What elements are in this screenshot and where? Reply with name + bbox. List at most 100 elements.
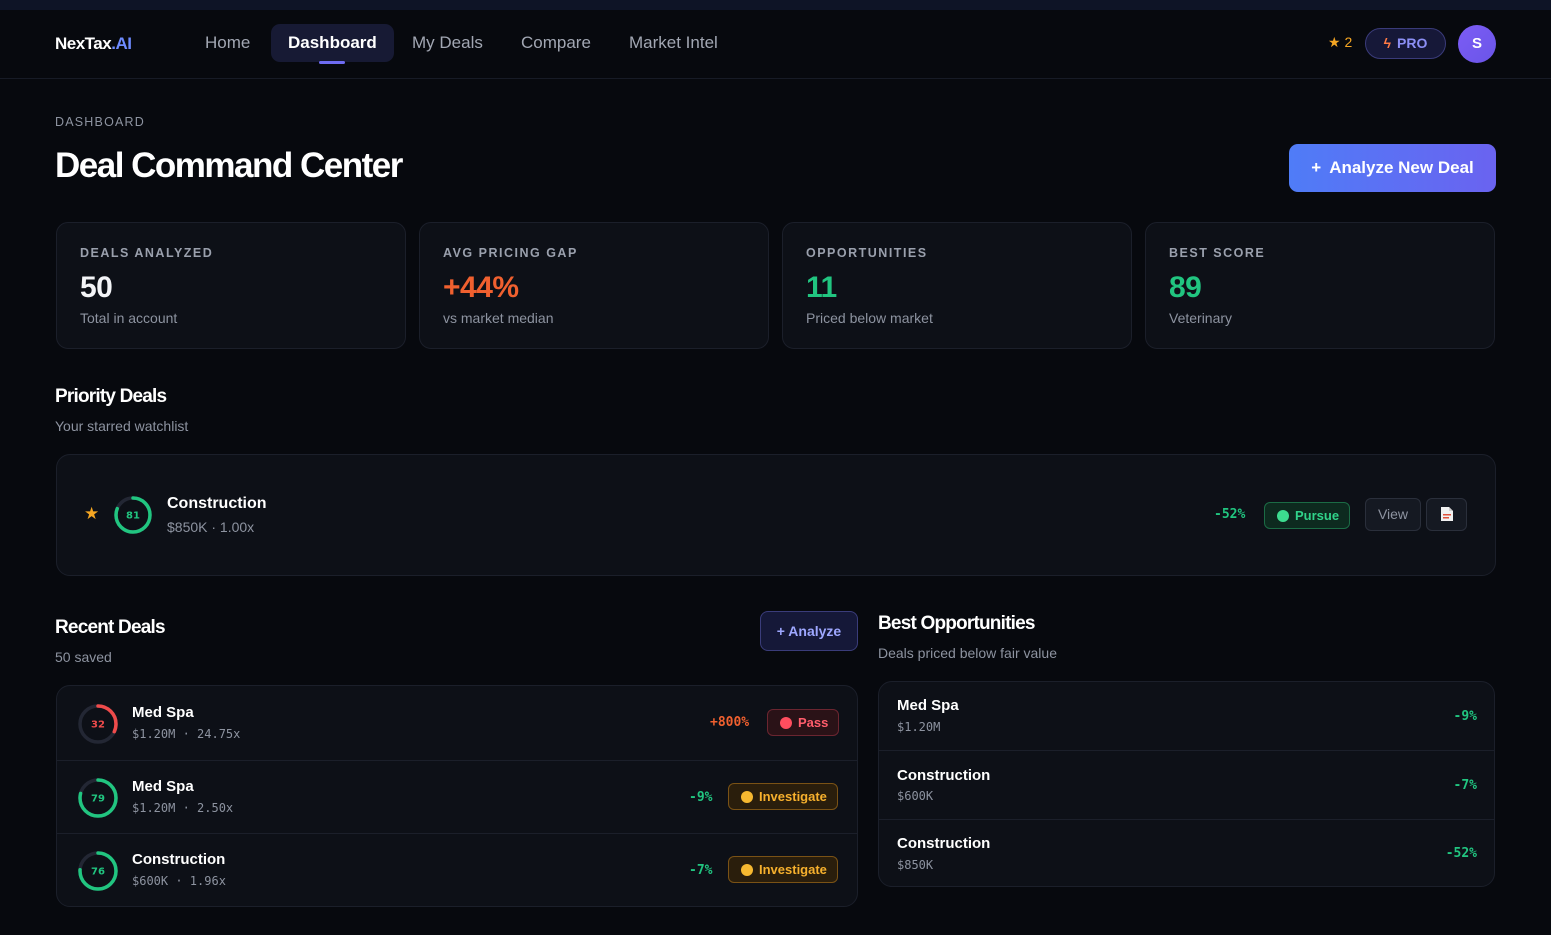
stat-value: 50: [80, 271, 113, 304]
pricing-gap: -9%: [1453, 709, 1477, 724]
deal-name: Construction: [132, 851, 226, 868]
analyze-new-deal-label: Analyze New Deal: [1329, 158, 1474, 177]
top-strip: [0, 0, 1551, 10]
verdict-badge: Investigate: [728, 783, 838, 810]
stat-value: +44%: [443, 271, 519, 304]
best-opportunities-subtitle: Deals priced below fair value: [878, 645, 1057, 661]
pricing-gap: -52%: [1445, 846, 1477, 861]
breadcrumb: DASHBOARD: [55, 115, 145, 129]
pricing-gap: -9%: [689, 790, 713, 805]
stat-value: 11: [806, 271, 837, 304]
list-item[interactable]: 76 Construction $600K · 1.96x -7% Invest…: [57, 833, 857, 906]
star-icon[interactable]: ★: [84, 504, 100, 523]
status-dot-icon: [741, 864, 753, 876]
stat-subtext: Veterinary: [1169, 310, 1233, 326]
deal-name: Construction: [897, 835, 991, 852]
verdict-badge: Pursue: [1264, 502, 1351, 529]
deal-meta: $1.20M · 2.50x: [132, 801, 234, 815]
stat-label: DEALS ANALYZED: [80, 246, 214, 260]
score-ring-arc: [114, 496, 152, 534]
nav-compare[interactable]: Compare: [521, 33, 591, 52]
pricing-gap: -7%: [1453, 778, 1477, 793]
score-ring-arc: [78, 704, 118, 744]
stat-best-score: BEST SCORE 89 Veterinary: [1145, 222, 1495, 349]
analyze-button[interactable]: + Analyze: [760, 611, 858, 651]
priority-deals-title: Priority Deals: [55, 386, 167, 407]
verdict-badge: Investigate: [728, 856, 838, 883]
view-button[interactable]: View: [1365, 498, 1421, 531]
list-item[interactable]: Med Spa $1.20M -9%: [879, 682, 1494, 750]
pricing-gap: -7%: [689, 863, 713, 878]
verdict-label: Investigate: [759, 862, 827, 877]
score-ring: 79: [78, 778, 118, 818]
analyze-new-deal-button[interactable]: + Analyze New Deal: [1289, 144, 1496, 192]
deal-price: $600K: [897, 789, 934, 803]
verdict-badge: Pass: [767, 709, 840, 736]
plus-icon: +: [1311, 158, 1322, 177]
nav-dashboard[interactable]: Dashboard: [271, 24, 394, 64]
deal-meta: $850K · 1.00x: [167, 519, 255, 535]
deal-price: $1.20M: [897, 720, 941, 734]
page-title: Deal Command Center: [55, 146, 403, 185]
status-dot-icon: [1277, 510, 1289, 522]
score-ring: 76: [78, 851, 118, 891]
score-ring: 32: [78, 704, 118, 744]
recent-deals-panel: 32 Med Spa $1.20M · 24.75x +800% Pass 79…: [56, 685, 858, 907]
nav-my-deals[interactable]: My Deals: [412, 33, 483, 52]
deal-name: Construction: [897, 767, 991, 784]
stat-label: AVG PRICING GAP: [443, 246, 578, 260]
stat-opportunities: OPPORTUNITIES 11 Priced below market: [782, 222, 1132, 349]
stat-subtext: vs market median: [443, 310, 554, 326]
nav-market-intel[interactable]: Market Intel: [629, 33, 718, 52]
deal-meta: $600K · 1.96x: [132, 874, 226, 888]
starred-count[interactable]: ★ 2: [1328, 34, 1352, 51]
report-button[interactable]: [1426, 498, 1467, 531]
starred-count-value: 2: [1344, 34, 1353, 50]
nav-home[interactable]: Home: [205, 33, 251, 52]
list-item[interactable]: Construction $600K -7%: [879, 750, 1494, 819]
pro-badge[interactable]: ϟ PRO: [1365, 28, 1446, 59]
stat-deals-analyzed: DEALS ANALYZED 50 Total in account: [56, 222, 406, 349]
pricing-gap: -52%: [1214, 507, 1246, 522]
stat-label: BEST SCORE: [1169, 246, 1266, 260]
deal-name: Construction: [167, 495, 267, 512]
stat-label: OPPORTUNITIES: [806, 246, 928, 260]
deal-meta: $1.20M · 24.75x: [132, 727, 241, 741]
recent-deals-subtitle: 50 saved: [55, 649, 112, 665]
score-value: 79: [91, 794, 105, 805]
priority-deals-panel: ★ 81 Construction $850K · 1.00x -52% Pur…: [56, 454, 1496, 576]
star-icon: ★: [1328, 34, 1341, 50]
status-dot-icon: [741, 791, 753, 803]
top-nav: NexTax.AI Home Dashboard My Deals Compar…: [0, 10, 1551, 79]
score-ring-arc: [78, 778, 118, 818]
status-dot-icon: [780, 717, 792, 729]
best-opportunities-title: Best Opportunities: [878, 613, 1035, 634]
deal-price: $850K: [897, 858, 934, 872]
stat-subtext: Total in account: [80, 310, 178, 326]
list-item[interactable]: 32 Med Spa $1.20M · 24.75x +800% Pass: [57, 686, 857, 760]
brand-suffix: .AI: [111, 34, 132, 53]
deal-name: Med Spa: [132, 704, 194, 721]
verdict-label: Investigate: [759, 789, 827, 804]
score-ring: 81: [114, 496, 152, 534]
best-opportunities-panel: Med Spa $1.20M -9% Construction $600K -7…: [878, 681, 1495, 887]
verdict-label: Pass: [798, 715, 829, 730]
recent-deals-title: Recent Deals: [55, 617, 166, 638]
brand-name: NexTax: [55, 34, 112, 53]
pro-label: PRO: [1397, 35, 1428, 51]
score-value: 81: [126, 511, 140, 522]
pricing-gap: +800%: [710, 715, 750, 730]
deal-name: Med Spa: [897, 697, 959, 714]
list-item[interactable]: Construction $850K -52%: [879, 819, 1494, 886]
avatar[interactable]: S: [1458, 25, 1496, 63]
brand-logo[interactable]: NexTax.AI: [55, 34, 132, 54]
bolt-icon: ϟ: [1383, 35, 1392, 51]
score-ring-arc: [78, 851, 118, 891]
list-item[interactable]: 79 Med Spa $1.20M · 2.50x -9% Investigat…: [57, 760, 857, 833]
priority-deals-subtitle: Your starred watchlist: [55, 418, 189, 434]
deal-name: Med Spa: [132, 778, 194, 795]
document-icon: [1440, 507, 1453, 521]
score-value: 76: [91, 867, 105, 878]
stat-avg-pricing-gap: AVG PRICING GAP +44% vs market median: [419, 222, 769, 349]
stat-subtext: Priced below market: [806, 310, 933, 326]
